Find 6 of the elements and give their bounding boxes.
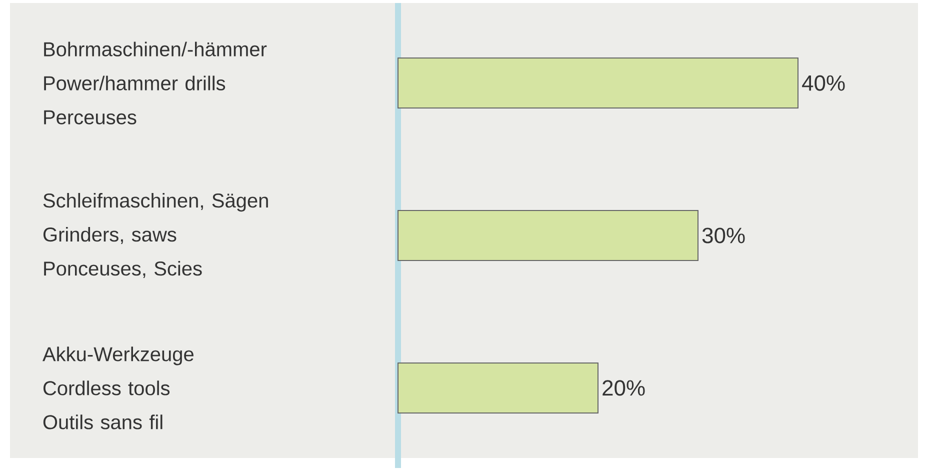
y-tick-label: Akku-Werkzeuge Cordless tools Outils sans fil (42, 346, 194, 430)
data-label: 30% (702, 228, 745, 244)
y-tick-label: Schleifmaschinen, Sägen Grinders, saws Ponceuses, Scies (43, 192, 268, 278)
y-tick-label: Bohrmaschinen/-hämmer Power/hammer drills Perceuses (44, 42, 267, 124)
data-label: 40% (802, 75, 845, 91)
data-label: 20% (602, 380, 645, 396)
